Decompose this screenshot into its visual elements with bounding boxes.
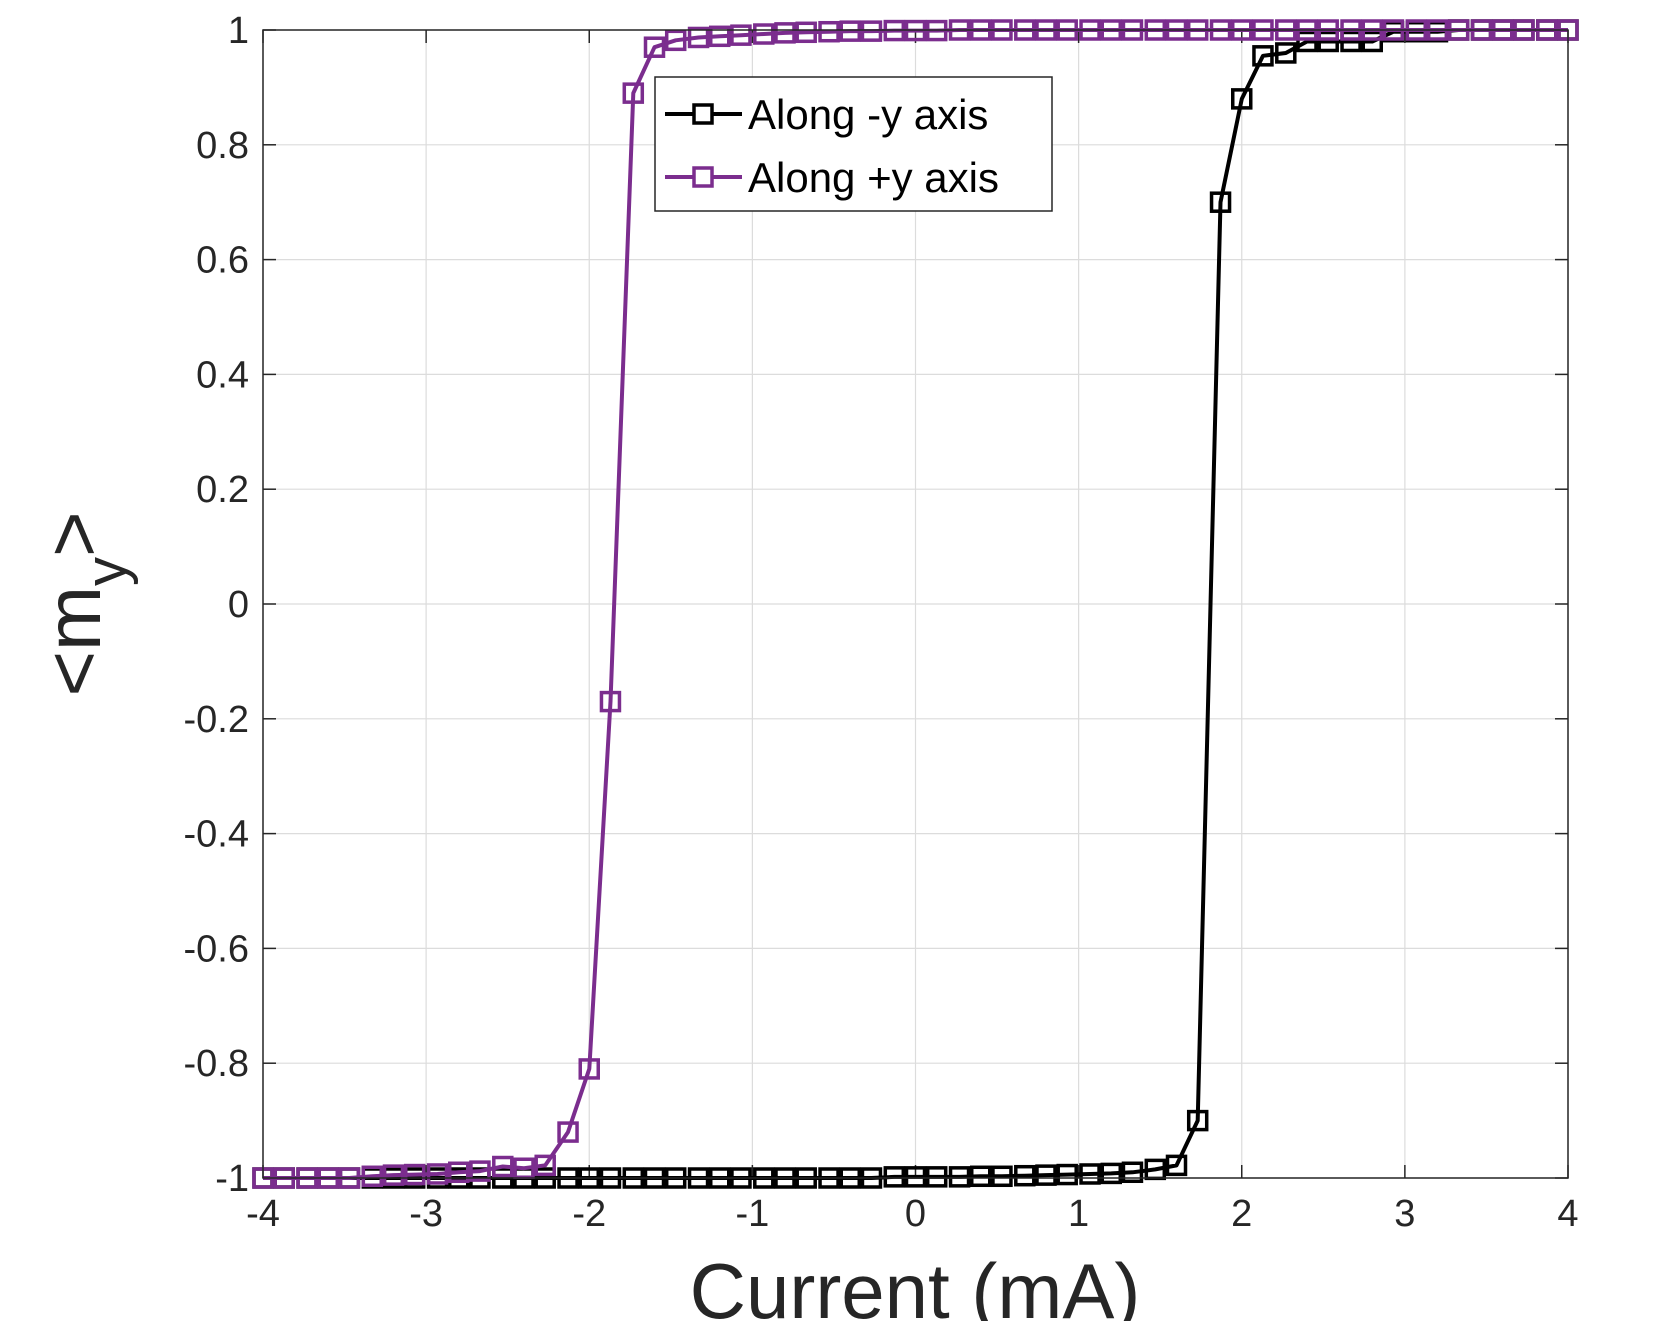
data-point bbox=[709, 25, 731, 48]
data-point bbox=[1361, 30, 1383, 53]
data-point bbox=[643, 36, 666, 58]
data-point bbox=[426, 1163, 449, 1185]
data-point bbox=[1165, 1154, 1188, 1177]
x-tick-label: -4 bbox=[246, 1193, 280, 1235]
data-point bbox=[839, 20, 861, 42]
data-point bbox=[622, 82, 645, 104]
svg-text:<my>: <my> bbox=[29, 511, 139, 696]
data-point bbox=[557, 1121, 579, 1143]
data-point bbox=[1275, 42, 1297, 64]
data-point bbox=[753, 23, 775, 45]
legend-marker bbox=[692, 166, 714, 188]
y-tick-label: -0.6 bbox=[184, 928, 249, 970]
y-tick-label: 0 bbox=[228, 584, 249, 626]
data-point bbox=[492, 1155, 514, 1178]
data-point bbox=[818, 20, 840, 43]
y-tick-label: 0.8 bbox=[196, 125, 249, 167]
data-point bbox=[883, 1166, 906, 1188]
x-tick-label: 1 bbox=[1068, 1193, 1089, 1235]
legend-label: Along -y axis bbox=[748, 91, 988, 138]
y-tick-label: -0.8 bbox=[184, 1043, 249, 1085]
x-tick-label: -3 bbox=[409, 1193, 443, 1235]
x-tick-label: -2 bbox=[572, 1193, 606, 1235]
data-point bbox=[1035, 1164, 1057, 1186]
data-point bbox=[1056, 1163, 1078, 1186]
data-point bbox=[1014, 1164, 1036, 1187]
tick-labels: -4 -3 -2 -1 0 1 2 3 4 -1 -0.8 -0.6 -0.4 -0.2 0 0.2 0.4 0.… bbox=[184, 10, 1579, 1235]
y-tick-label: -1 bbox=[215, 1158, 249, 1200]
x-tick-label: 4 bbox=[1557, 1193, 1578, 1235]
y-tick-label: 0.2 bbox=[196, 469, 249, 511]
x-tick-label: 3 bbox=[1394, 1193, 1415, 1235]
y-tick-label: 1 bbox=[228, 10, 249, 52]
y-tick-label: 0.4 bbox=[196, 354, 249, 396]
legend-marker bbox=[692, 103, 714, 125]
data-point bbox=[1209, 191, 1232, 213]
y-tick-label: -0.4 bbox=[184, 814, 249, 856]
data-point bbox=[599, 690, 622, 713]
x-tick-label: 0 bbox=[905, 1193, 926, 1235]
x-tick-label: 2 bbox=[1231, 1193, 1252, 1235]
y-tick-label: 0.6 bbox=[196, 240, 249, 282]
legend-box bbox=[654, 76, 1053, 212]
data-point bbox=[448, 1161, 470, 1184]
data-point bbox=[1317, 30, 1339, 53]
plot-frame bbox=[262, 29, 1569, 1179]
data-point bbox=[1296, 30, 1318, 53]
data-point bbox=[1100, 1162, 1122, 1185]
data-point bbox=[1079, 1163, 1101, 1185]
y-axis-title-main: <m bbox=[29, 586, 117, 697]
x-tick-label: -1 bbox=[735, 1193, 769, 1235]
legend: Along -y axis Along +y axis bbox=[654, 76, 1053, 212]
data-point bbox=[469, 1160, 491, 1182]
data-point bbox=[513, 1157, 535, 1179]
data-point bbox=[795, 21, 817, 44]
legend-label: Along +y axis bbox=[748, 154, 999, 201]
data-point bbox=[534, 1154, 556, 1177]
y-axis-title-subscript: y bbox=[74, 557, 139, 586]
data-point bbox=[578, 1058, 600, 1080]
y-axis-title: <my> bbox=[29, 511, 139, 696]
data-point bbox=[1121, 1161, 1144, 1184]
data-point bbox=[730, 24, 752, 46]
data-point bbox=[664, 29, 687, 52]
y-tick-label: -0.2 bbox=[184, 699, 249, 741]
data-point bbox=[970, 1165, 992, 1188]
data-point bbox=[1252, 45, 1274, 67]
data-point bbox=[925, 1166, 948, 1188]
data-point bbox=[904, 1166, 927, 1188]
data-point bbox=[1340, 30, 1362, 53]
data-point bbox=[687, 26, 710, 49]
data-point bbox=[774, 22, 796, 44]
x-axis-title: Current (mA) bbox=[690, 1247, 1141, 1321]
data-point bbox=[1231, 88, 1253, 110]
y-axis-title-close: > bbox=[29, 511, 117, 557]
data-point bbox=[361, 1165, 384, 1188]
data-point bbox=[948, 1166, 971, 1188]
data-point bbox=[382, 1164, 405, 1186]
data-point bbox=[860, 20, 883, 42]
data-point bbox=[1186, 1109, 1209, 1132]
data-point bbox=[991, 1165, 1013, 1188]
data-point bbox=[403, 1163, 426, 1186]
